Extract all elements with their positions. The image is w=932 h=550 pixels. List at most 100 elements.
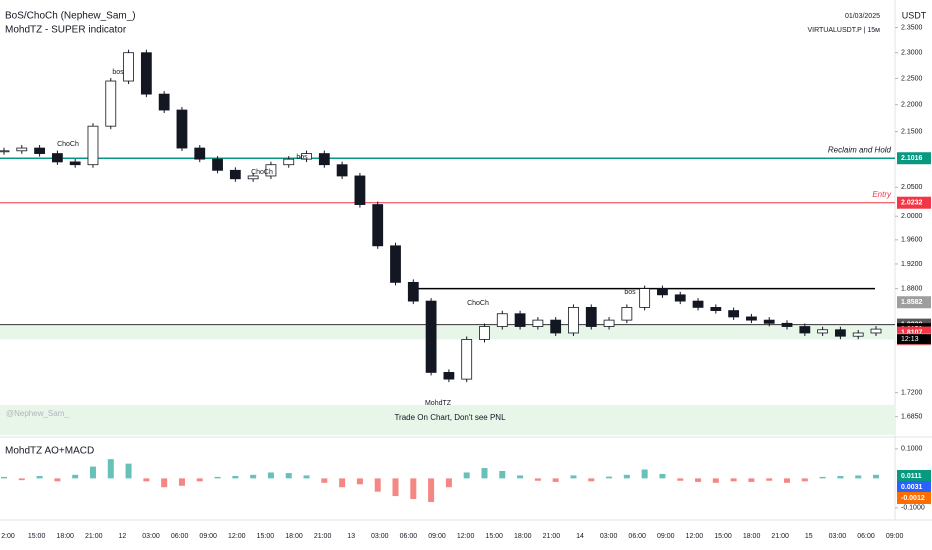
histogram-bar (125, 463, 132, 479)
histogram-bar (303, 475, 310, 479)
info-box (0, 405, 895, 435)
candle-body (550, 319, 562, 334)
candle-body (496, 313, 508, 327)
candle-body (479, 326, 490, 340)
y-tick-label: -0.1000 (901, 505, 925, 512)
histogram-bar (107, 459, 114, 479)
histogram-bar (837, 476, 844, 479)
price-marker (897, 296, 931, 309)
histogram-bar (766, 478, 773, 481)
x-tick-label: 03:00 (371, 533, 389, 540)
candle-body (692, 300, 704, 308)
candle-body (212, 158, 223, 171)
annotation: bos (624, 289, 636, 296)
y-tick-label: 1.9200 (901, 261, 923, 268)
histogram-bar (267, 472, 274, 479)
histogram-bar (801, 478, 808, 482)
candle-body (763, 319, 775, 324)
price-marker-label: 1.8582 (901, 299, 923, 306)
candle-body (657, 288, 668, 296)
histogram-bar (89, 466, 96, 479)
x-tick-label: 18:00 (56, 533, 74, 540)
level-label: Entry (872, 190, 892, 199)
histogram-bar (695, 478, 702, 482)
histogram-bar (463, 472, 470, 479)
histogram-bar (517, 475, 524, 479)
annotation: ChoCh (251, 169, 273, 176)
candle-body (461, 339, 473, 380)
candle-body (746, 316, 757, 321)
histogram-bar (196, 478, 203, 482)
histogram-bar (606, 476, 613, 479)
price-marker-label: 1.8107 (901, 329, 923, 336)
candle-body (34, 147, 45, 154)
x-tick-label: 03:00 (829, 533, 847, 540)
y-tick-label: 2.3500 (901, 24, 923, 31)
candle-body (176, 109, 188, 149)
histogram-bar (392, 478, 399, 497)
x-tick-label: 15:00 (257, 533, 275, 540)
x-tick-label: 12 (119, 533, 127, 540)
histogram-bar (855, 475, 862, 479)
price-marker-label: 2.0232 (901, 200, 923, 207)
candle-body (514, 313, 526, 327)
histogram-bar (748, 478, 755, 482)
demand-zone (0, 324, 895, 340)
candle-body (229, 169, 241, 180)
histogram-bar (321, 478, 328, 483)
y-tick-label: 1.6850 (901, 414, 923, 421)
y-tick-label: 2.1500 (901, 128, 923, 135)
histogram-bar (659, 473, 666, 479)
price-marker (897, 492, 931, 504)
annotation: bos (296, 154, 308, 161)
histogram-bar (819, 476, 826, 479)
histogram-bar (499, 470, 506, 479)
date: 01/03/2025 (845, 13, 880, 20)
histogram-bar (18, 478, 25, 481)
watermark: @Nephew_Sam_ (6, 409, 69, 418)
histogram-bar (178, 478, 185, 486)
histogram-bar (712, 478, 719, 483)
histogram-bar (285, 473, 292, 479)
candle-body (870, 328, 882, 334)
candle-body (105, 80, 117, 127)
histogram-bar (232, 476, 239, 479)
candle-body (852, 332, 864, 337)
x-tick-label: 14 (576, 533, 584, 540)
candle-body (585, 307, 597, 327)
x-tick-label: 09:00 (657, 533, 675, 540)
candle-body (674, 294, 686, 302)
candle-body (568, 307, 579, 334)
histogram-bar (534, 478, 541, 481)
countdown-box (897, 334, 931, 345)
y-tick-label: 1.8800 (901, 285, 923, 292)
histogram-bar (36, 476, 43, 479)
y-tick-label: 1.7200 (901, 389, 923, 396)
histogram-bar (445, 478, 452, 488)
candle-body (51, 153, 63, 163)
x-tick-label: 12:00 (457, 533, 475, 540)
price-marker-label: 2.1016 (901, 155, 923, 162)
x-tick-label: 21:00 (314, 533, 332, 540)
x-tick-label: 21:00 (771, 533, 789, 540)
currency: USDT (902, 10, 927, 20)
y-tick-label: 2.2500 (901, 75, 923, 82)
x-tick-label: 21:00 (543, 533, 561, 540)
candle-body (372, 204, 384, 247)
x-tick-label: 21:00 (85, 533, 103, 540)
candle-body (87, 125, 99, 166)
histogram-bar (481, 468, 488, 479)
x-tick-label: 09:00 (199, 533, 217, 540)
x-tick-label: 13 (347, 533, 355, 540)
y-tick-label: 2.0000 (901, 213, 923, 220)
candle-body (443, 372, 455, 380)
candle-body (0, 150, 10, 153)
candle-body (425, 300, 437, 373)
histogram-bar (873, 474, 879, 479)
histogram-bar (641, 469, 648, 479)
price-marker (897, 152, 931, 165)
histogram-bar (143, 478, 150, 482)
price-marker (897, 470, 931, 482)
